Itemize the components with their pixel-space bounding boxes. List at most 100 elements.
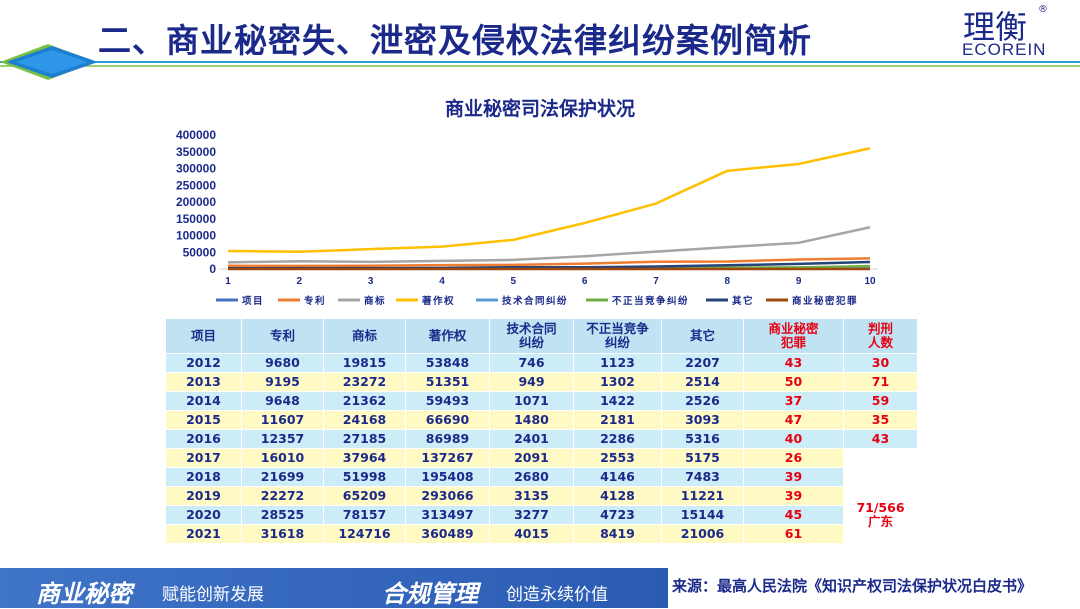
x-tick-label: 2: [297, 276, 303, 287]
footer-slogan1-bold: 商业秘密: [36, 574, 132, 609]
table-header-cell: 不正当竞争纠纷: [574, 319, 662, 354]
table-cell: 21006: [662, 525, 744, 544]
y-tick-label: 350000: [176, 145, 216, 159]
table-cell: 11607: [242, 411, 324, 430]
table-cell: 4128: [574, 487, 662, 506]
table-cell: 3093: [662, 411, 744, 430]
table-cell: 47: [744, 411, 844, 430]
table-header-cell: 著作权: [406, 319, 490, 354]
table-cell: 53848: [406, 354, 490, 373]
source-note: 来源：最高人民法院《知识产权司法保护状况白皮书》: [672, 575, 1032, 596]
legend-label: 项目: [242, 296, 264, 307]
legend-label: 不正当竞争纠纷: [612, 295, 689, 307]
table-cell: 2680: [490, 468, 574, 487]
table-cell: 16010: [242, 449, 324, 468]
table-header-cell: 商业秘密犯罪: [744, 319, 844, 354]
line-chart: 0500001000001500002000002500003000003500…: [160, 120, 920, 312]
table-cell: 37964: [324, 449, 406, 468]
table-header-row: 项目专利商标著作权技术合同纠纷不正当竞争纠纷其它商业秘密犯罪判刑人数: [166, 319, 918, 354]
table-cell: 15144: [662, 506, 744, 525]
table-cell: 59: [844, 392, 918, 411]
y-tick-label: 150000: [176, 212, 216, 226]
table-cell: 1123: [574, 354, 662, 373]
table-cell: 3135: [490, 487, 574, 506]
table-cell: 1302: [574, 373, 662, 392]
table-cell: [844, 449, 918, 468]
table-cell: 21699: [242, 468, 324, 487]
x-tick-label: 9: [796, 276, 802, 287]
table-cell: 9195: [242, 373, 324, 392]
x-tick-label: 4: [439, 276, 445, 287]
legend-label: 技术合同纠纷: [502, 295, 568, 307]
table-cell: 2207: [662, 354, 744, 373]
table-cell: 2401: [490, 430, 574, 449]
table-cell: 1071: [490, 392, 574, 411]
table-cell: 2020: [166, 506, 242, 525]
page-title: 二、商业秘密失、泄密及侵权法律纠纷案例简析: [98, 14, 812, 62]
table-cell: 35: [844, 411, 918, 430]
table-cell: 12357: [242, 430, 324, 449]
table-cell: 21362: [324, 392, 406, 411]
table-cell: 59493: [406, 392, 490, 411]
table-cell: 78157: [324, 506, 406, 525]
table-cell: 66690: [406, 411, 490, 430]
y-tick-label: 50000: [183, 245, 217, 259]
table-cell: 24168: [324, 411, 406, 430]
table-cell: 2021: [166, 525, 242, 544]
y-tick-label: 300000: [176, 162, 216, 176]
table-cell: 28525: [242, 506, 324, 525]
table-cell: 360489: [406, 525, 490, 544]
table-cell: 1480: [490, 411, 574, 430]
table-cell: 2526: [662, 392, 744, 411]
chart-title: 商业秘密司法保护状况: [0, 94, 1080, 121]
table-cell: 2017: [166, 449, 242, 468]
table-cell: 949: [490, 373, 574, 392]
y-tick-label: 200000: [176, 195, 216, 209]
table-header-cell: 技术合同纠纷: [490, 319, 574, 354]
table-cell: 2019: [166, 487, 242, 506]
table-cell: 9648: [242, 392, 324, 411]
y-tick-label: 250000: [176, 178, 216, 192]
table-cell: 65209: [324, 487, 406, 506]
table-cell: 5175: [662, 449, 744, 468]
table-cell: 19815: [324, 354, 406, 373]
table-cell: 45: [744, 506, 844, 525]
legend-label: 商标: [364, 295, 386, 307]
footer-slogan1-text: 赋能创新发展: [162, 580, 264, 605]
table-header-cell: 项目: [166, 319, 242, 354]
table-cell: 137267: [406, 449, 490, 468]
table-cell: 27185: [324, 430, 406, 449]
table-cell: 4146: [574, 468, 662, 487]
table-cell: 2012: [166, 354, 242, 373]
table-cell: 2091: [490, 449, 574, 468]
table-header-cell: 专利: [242, 319, 324, 354]
table-cell: 293066: [406, 487, 490, 506]
y-tick-label: 100000: [176, 229, 216, 243]
legend-label: 著作权: [422, 295, 455, 307]
table-header-cell: 商标: [324, 319, 406, 354]
table-header-cell: 判刑人数: [844, 319, 918, 354]
x-tick-label: 10: [864, 276, 876, 287]
table-cell: 51351: [406, 373, 490, 392]
table-cell: 2018: [166, 468, 242, 487]
table-cell: 2286: [574, 430, 662, 449]
x-tick-label: 1: [225, 276, 231, 287]
table-cell: 8419: [574, 525, 662, 544]
table-cell: 11221: [662, 487, 744, 506]
table-cell: 23272: [324, 373, 406, 392]
table-cell: 39: [744, 468, 844, 487]
footer-slogan2-bold: 合规管理: [382, 574, 478, 609]
table-cell: 37: [744, 392, 844, 411]
table-cell: [844, 468, 918, 487]
table-cell: 50: [744, 373, 844, 392]
table-cell: 2181: [574, 411, 662, 430]
table-cell: 195408: [406, 468, 490, 487]
table-cell: 22272: [242, 487, 324, 506]
